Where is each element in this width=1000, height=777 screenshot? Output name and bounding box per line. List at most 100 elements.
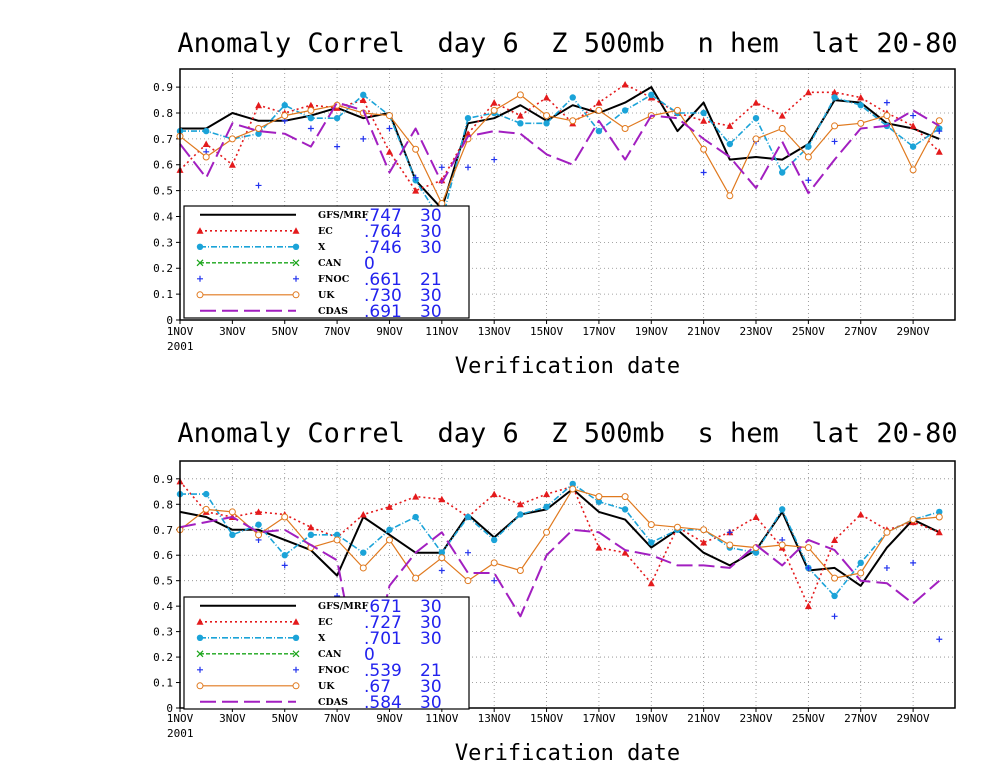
data-point-uk (543, 528, 551, 536)
data-point-uk (490, 106, 498, 114)
x-tick-label: 15NOV (530, 712, 563, 725)
y-tick-label: 0.8 (153, 498, 173, 511)
y-tick-label: 0.1 (153, 677, 173, 690)
legend-label: UK (318, 290, 335, 301)
legend-stat: .539 (364, 661, 402, 681)
data-point-uk (778, 541, 786, 549)
data-point-fnoc (805, 564, 812, 571)
legend-marker (197, 666, 203, 673)
legend-label: EC (318, 226, 333, 237)
data-point-ec (359, 510, 367, 518)
data-point-uk (228, 508, 236, 516)
data-point-ec (516, 500, 524, 508)
legend-marker (196, 291, 204, 299)
x-tick-label: 17NOV (582, 712, 615, 725)
data-point-fnoc (386, 125, 393, 132)
legend-count: 30 (420, 222, 442, 242)
x-tick-label: 25NOV (792, 712, 825, 725)
data-point-uk (726, 541, 734, 549)
data-point-fnoc (491, 577, 498, 584)
data-point-uk (255, 125, 263, 133)
data-point-fnoc (883, 99, 890, 106)
data-point-x (202, 490, 210, 498)
data-point-x (333, 114, 341, 122)
legend-count: 30 (420, 693, 442, 713)
data-point-ec (804, 602, 812, 610)
series-gfs-mrf (179, 488, 940, 587)
series-gfs-mrf (180, 86, 940, 210)
legend-label: GFS/MRF (318, 210, 369, 221)
data-point-fnoc (307, 125, 314, 132)
data-point-x (386, 526, 393, 533)
data-point-uk (883, 528, 891, 536)
series-line-cdas (179, 516, 940, 697)
plot-frame (179, 68, 956, 321)
data-point-uk (412, 574, 420, 582)
series-cdas (179, 101, 940, 195)
y-tick-label: 0 (166, 314, 173, 327)
data-point-fnoc (438, 164, 445, 171)
legend-stat: .691 (364, 302, 402, 322)
legend-marker (196, 650, 204, 658)
data-point-ec (255, 101, 263, 109)
data-point-uk (281, 112, 289, 120)
data-point-ec (490, 490, 498, 498)
data-point-fnoc (412, 174, 419, 181)
legend-count: 30 (420, 238, 442, 258)
chart-panel-2: Anomaly Correl day 6 Z 500mb s hem lat 2… (153, 418, 958, 766)
data-point-ec (778, 112, 786, 119)
data-point-uk (621, 493, 629, 501)
series-cdas (179, 516, 940, 697)
data-point-uk (909, 166, 917, 174)
data-point-x (307, 114, 315, 122)
chart-title: Anomaly Correl day 6 Z 500mb n hem lat 2… (177, 28, 957, 59)
legend-marker (292, 634, 300, 641)
x-tick-label: 1NOV (167, 325, 194, 338)
legend-marker (292, 618, 300, 625)
data-point-x (648, 91, 655, 99)
x-tick-label: 1NOV (167, 712, 194, 725)
legend-count: 30 (420, 597, 442, 617)
legend-stat: .727 (364, 613, 402, 633)
x-tick-label: 19NOV (635, 325, 668, 338)
data-point-fnoc (883, 564, 890, 571)
series-group (176, 81, 943, 225)
data-point-fnoc (805, 177, 812, 184)
legend: GFS/MRF.671 30 EC .727 30 X .701 30 CAN 0 FNOC .539… (183, 596, 470, 713)
y-tick-label: 0.9 (153, 473, 173, 486)
series-line-cdas (179, 101, 940, 195)
data-point-x (360, 549, 367, 556)
legend-label: UK (318, 681, 335, 692)
x-tick-label: 9NOV (376, 712, 403, 725)
y-tick-label: 0.3 (153, 626, 173, 639)
legend-marker (196, 243, 204, 250)
y-tick-label: 0.7 (153, 524, 173, 537)
data-point-x (333, 531, 341, 539)
data-point-fnoc (910, 112, 917, 119)
legend-count: 30 (420, 206, 442, 226)
series-line-gfs-mrf (179, 488, 940, 587)
data-point-uk (909, 516, 917, 524)
x-tick-label: 19NOV (635, 712, 668, 725)
data-point-x (936, 508, 943, 516)
legend-marker (292, 650, 300, 658)
x-tick-label: 15NOV (530, 325, 563, 338)
y-tick-label: 0.1 (153, 288, 173, 301)
legend-label: CDAS (318, 306, 348, 317)
legend-entry-ec: EC .764 30 (196, 222, 442, 242)
data-point-uk (569, 485, 577, 493)
series-line-gfs-mrf (180, 86, 940, 210)
data-point-ec (621, 549, 629, 556)
legend-entry-can: CAN 0 (196, 254, 375, 274)
data-point-x (752, 549, 760, 556)
legend-stat: 0 (364, 645, 375, 665)
legend-count: 30 (420, 613, 442, 633)
data-point-uk (673, 523, 681, 531)
x-tick-label: 9NOV (376, 325, 403, 338)
data-point-ec (490, 99, 498, 106)
data-point-x (700, 109, 707, 117)
x-year-label: 2001 (167, 727, 194, 740)
y-tick-label: 0.3 (153, 236, 173, 249)
data-point-uk (202, 153, 210, 161)
data-point-x (621, 506, 629, 513)
